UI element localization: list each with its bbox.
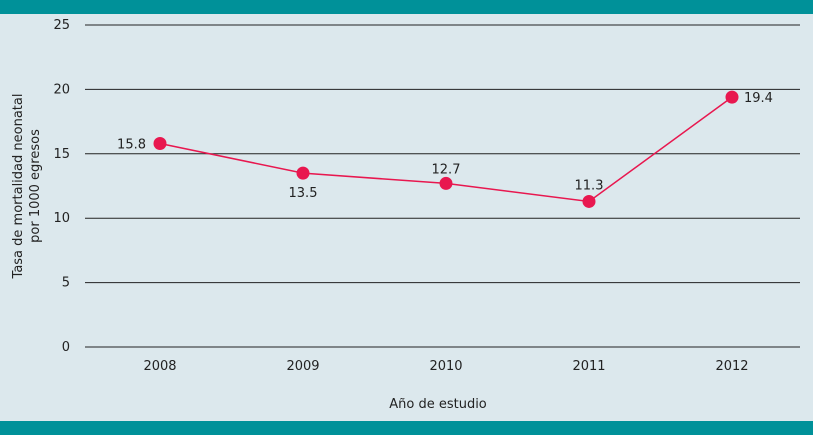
x-tick-label-2008: 2008 — [143, 359, 176, 374]
data-point-2010 — [439, 176, 453, 190]
data-label-2009: 13.5 — [289, 186, 318, 201]
y-tick-label-0: 0 — [62, 340, 70, 355]
data-label-2011: 11.3 — [575, 178, 604, 193]
x-tick-label-2011: 2011 — [572, 359, 605, 374]
x-tick-label-2010: 2010 — [429, 359, 462, 374]
y-axis-title-line2: por 1000 egresos — [28, 129, 43, 243]
y-tick-label-20: 20 — [53, 82, 70, 97]
top-band — [0, 0, 813, 14]
y-tick-label-25: 25 — [53, 18, 70, 33]
y-tick-label-10: 10 — [53, 211, 70, 226]
bottom-band — [0, 421, 813, 435]
data-label-2012: 19.4 — [744, 91, 773, 106]
data-point-2009 — [296, 166, 310, 180]
data-point-2012 — [725, 90, 739, 104]
y-axis-title-line1: Tasa de mortalidad neonatal — [11, 94, 26, 280]
y-tick-label-5: 5 — [62, 276, 70, 291]
x-tick-label-2012: 2012 — [715, 359, 748, 374]
data-point-2008 — [153, 136, 167, 150]
x-axis-title: Año de estudio — [389, 397, 487, 412]
data-point-2011 — [582, 194, 596, 208]
data-label-2008: 15.8 — [117, 137, 146, 152]
x-tick-label-2009: 2009 — [286, 359, 319, 374]
data-label-2010: 12.7 — [432, 162, 461, 177]
y-tick-label-15: 15 — [53, 147, 70, 162]
